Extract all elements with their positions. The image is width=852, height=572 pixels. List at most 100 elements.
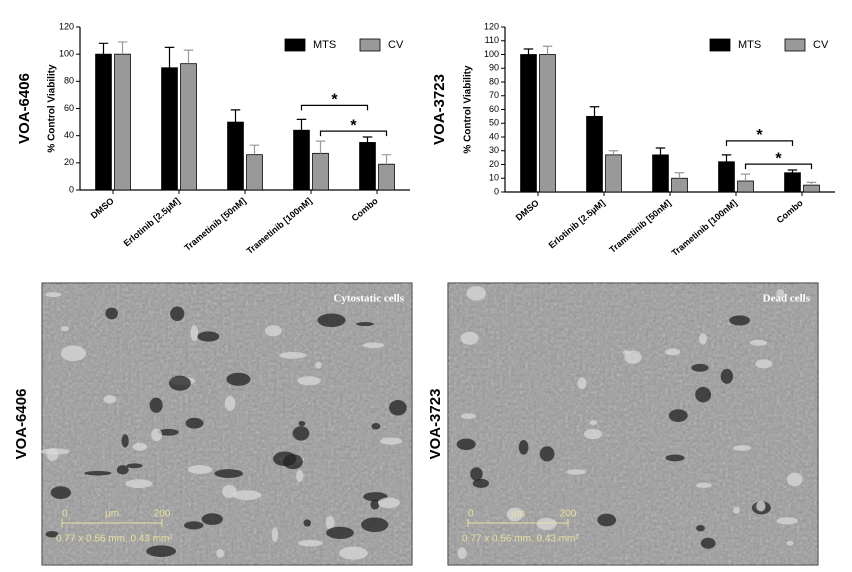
cell (695, 386, 712, 403)
cell (303, 519, 311, 527)
cell (755, 359, 773, 369)
legend-label: MTS (738, 39, 761, 51)
cell (776, 288, 785, 298)
x-tick-label: DMSO (89, 196, 116, 221)
cell (125, 479, 153, 489)
y-axis-label: % Control Viability (47, 64, 58, 153)
error-bar (740, 173, 751, 181)
cell (296, 469, 304, 482)
cell (168, 375, 191, 391)
cell (279, 351, 307, 359)
cell (733, 445, 752, 451)
image-label: VOA-6406 (13, 389, 30, 460)
error-bar (523, 48, 534, 55)
cell (190, 325, 199, 342)
error-bar (655, 147, 666, 155)
y-tick-label: 100 (484, 49, 499, 59)
cell (116, 465, 129, 475)
y-tick-label: 100 (59, 49, 74, 59)
x-tick-label: Trametinib [100nM] (245, 196, 314, 256)
cell (50, 486, 72, 499)
bar (520, 54, 537, 193)
scale-unit: µm (511, 509, 525, 520)
cell (668, 409, 688, 422)
cell (158, 428, 179, 436)
bar (114, 53, 131, 191)
micrograph (40, 282, 413, 566)
significance-bracket (744, 163, 813, 170)
cell (733, 506, 740, 514)
significance-bracket (300, 104, 369, 111)
cell (224, 395, 236, 411)
error-bar (296, 118, 307, 131)
cell (597, 513, 617, 527)
cell (315, 361, 322, 369)
cell (370, 499, 380, 510)
cell (146, 545, 177, 557)
cell (696, 482, 712, 488)
cell (60, 345, 87, 362)
bar (737, 180, 754, 193)
cell (121, 434, 129, 448)
image-caption: Cytostatic cells (333, 293, 404, 305)
y-tick-label: 20 (489, 159, 499, 169)
y-tick-label: 60 (64, 103, 74, 113)
y-tick-label: 70 (489, 90, 499, 100)
cell (45, 292, 62, 298)
cell (132, 442, 148, 451)
micrograph (447, 282, 819, 566)
cell (749, 339, 768, 346)
cell (539, 446, 555, 462)
cell (271, 527, 279, 542)
cell (325, 516, 335, 530)
x-tick-label: Trametinib [50nM] (182, 196, 247, 253)
cell (226, 372, 251, 386)
cell (222, 484, 237, 498)
x-tick-label: Erlotinib [2.5µM] (122, 196, 182, 249)
bar (803, 184, 820, 193)
y-tick-label: 90 (489, 63, 499, 73)
cell (786, 472, 803, 487)
cell (356, 321, 374, 327)
error-bar (249, 144, 260, 155)
cell (371, 423, 381, 430)
chart-title: VOA-3723 (431, 74, 448, 145)
x-tick-label: Combo (350, 195, 381, 223)
y-tick-label: 30 (489, 145, 499, 155)
cell (297, 540, 323, 547)
cell (729, 315, 750, 326)
cell (456, 438, 476, 451)
y-tick-label: 80 (489, 76, 499, 86)
cell (566, 469, 587, 475)
bar (293, 129, 310, 191)
bar (312, 152, 329, 191)
y-tick-label: 0 (494, 186, 499, 196)
scale-end: 200 (560, 509, 577, 520)
cell (460, 331, 479, 345)
x-tick-label: Erlotinib [2.5µM] (547, 198, 607, 251)
bar (539, 54, 556, 193)
cell (624, 350, 642, 364)
cell (45, 530, 59, 538)
cell (699, 333, 707, 345)
cell (664, 348, 681, 356)
error-bar (589, 106, 600, 117)
y-tick-label: 10 (489, 173, 499, 183)
error-bar (806, 181, 817, 186)
cell (577, 377, 587, 390)
cell (60, 325, 69, 332)
cell (756, 500, 766, 512)
bar (586, 115, 603, 193)
cell (786, 540, 794, 546)
cell (776, 517, 798, 525)
micrograph-texture (42, 283, 412, 565)
cell (518, 439, 529, 455)
bar (359, 142, 376, 191)
legend-swatch (284, 38, 306, 52)
cell (292, 426, 310, 441)
cell (103, 395, 117, 404)
cell (297, 376, 321, 386)
cell (360, 517, 389, 533)
image-caption: Dead cells (763, 293, 811, 305)
chart-title: VOA-6406 (16, 73, 33, 144)
